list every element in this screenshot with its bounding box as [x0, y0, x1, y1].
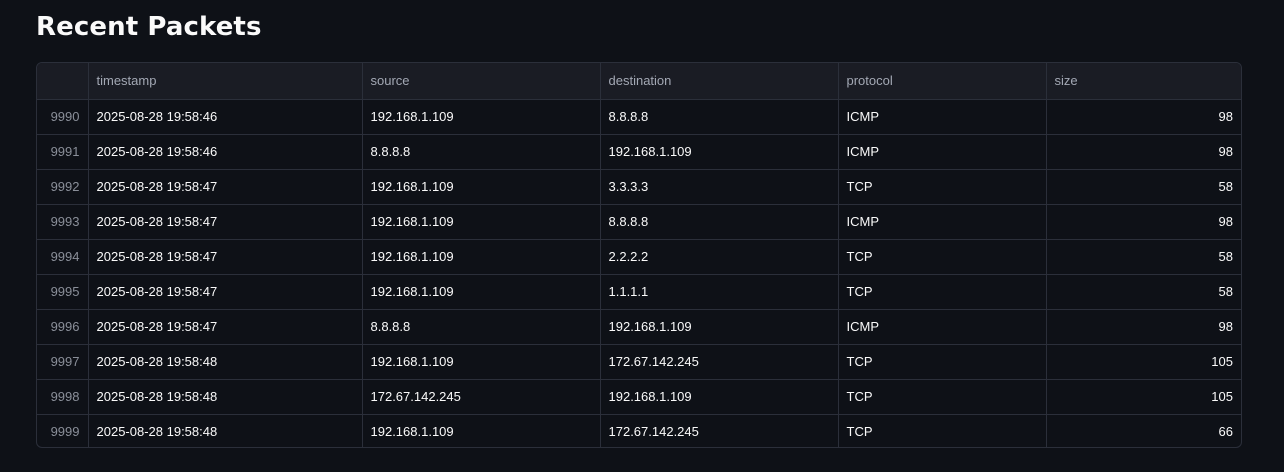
cell-index[interactable]: 9990 — [37, 99, 89, 135]
cell-size[interactable]: 98 — [1046, 309, 1241, 345]
cell-timestamp[interactable]: 2025-08-28 19:58:48 — [88, 379, 363, 415]
cell-protocol[interactable]: TCP — [838, 414, 1047, 447]
cell-protocol[interactable]: TCP — [838, 344, 1047, 380]
cell-destination[interactable]: 2.2.2.2 — [600, 239, 839, 275]
table-row[interactable]: 9995 2025-08-28 19:58:47 192.168.1.109 1.1.… — [37, 274, 1241, 310]
cell-destination[interactable]: 172.67.142.245 — [600, 414, 839, 447]
cell-source[interactable]: 192.168.1.109 — [362, 239, 601, 275]
column-header-size[interactable]: size — [1046, 63, 1241, 100]
cell-timestamp[interactable]: 2025-08-28 19:58:48 — [88, 344, 363, 380]
cell-timestamp[interactable]: 2025-08-28 19:58:47 — [88, 309, 363, 345]
cell-index[interactable]: 9999 — [37, 414, 89, 447]
column-header-timestamp[interactable]: timestamp — [88, 63, 363, 100]
cell-source[interactable]: 8.8.8.8 — [362, 134, 601, 170]
cell-timestamp[interactable]: 2025-08-28 19:58:46 — [88, 134, 363, 170]
cell-source[interactable]: 192.168.1.109 — [362, 414, 601, 447]
cell-protocol[interactable]: ICMP — [838, 204, 1047, 240]
cell-source[interactable]: 192.168.1.109 — [362, 99, 601, 135]
cell-timestamp[interactable]: 2025-08-28 19:58:47 — [88, 239, 363, 275]
cell-source[interactable]: 172.67.142.245 — [362, 379, 601, 415]
cell-protocol[interactable]: ICMP — [838, 134, 1047, 170]
cell-size[interactable]: 98 — [1046, 204, 1241, 240]
cell-size[interactable]: 58 — [1046, 239, 1241, 275]
cell-size[interactable]: 58 — [1046, 169, 1241, 205]
cell-index[interactable]: 9992 — [37, 169, 89, 205]
cell-destination[interactable]: 192.168.1.109 — [600, 309, 839, 345]
cell-source[interactable]: 192.168.1.109 — [362, 169, 601, 205]
cell-destination[interactable]: 192.168.1.109 — [600, 134, 839, 170]
cell-protocol[interactable]: TCP — [838, 379, 1047, 415]
page-title: Recent Packets — [36, 12, 262, 42]
cell-size[interactable]: 58 — [1046, 274, 1241, 310]
packets-dataframe: timestamp source destination protocol si… — [37, 63, 1241, 447]
cell-destination[interactable]: 3.3.3.3 — [600, 169, 839, 205]
table-row[interactable]: 9999 2025-08-28 19:58:48 192.168.1.109 172.… — [37, 414, 1241, 447]
cell-protocol[interactable]: TCP — [838, 169, 1047, 205]
cell-destination[interactable]: 192.168.1.109 — [600, 379, 839, 415]
cell-destination[interactable]: 172.67.142.245 — [600, 344, 839, 380]
cell-index[interactable]: 9997 — [37, 344, 89, 380]
cell-timestamp[interactable]: 2025-08-28 19:58:48 — [88, 414, 363, 447]
cell-size[interactable]: 66 — [1218, 424, 1233, 440]
cell-index[interactable]: 9995 — [37, 274, 89, 310]
packets-table[interactable]: timestamp source destination protocol si… — [36, 62, 1242, 448]
cell-timestamp[interactable]: 2025-08-28 19:58:47 — [88, 274, 363, 310]
table-row[interactable]: 9996 2025-08-28 19:58:47 8.8.8.8 192.168.1.… — [37, 309, 1241, 345]
table-header-row: timestamp source destination protocol si… — [37, 63, 1241, 100]
cell-index[interactable]: 9991 — [37, 134, 89, 170]
table-row[interactable]: 9993 2025-08-28 19:58:47 192.168.1.109 8.8.… — [37, 204, 1241, 240]
cell-source[interactable]: 192.168.1.109 — [362, 204, 601, 240]
table-row[interactable]: 9991 2025-08-28 19:58:46 8.8.8.8 192.168.1.… — [37, 134, 1241, 170]
column-header-protocol[interactable]: protocol — [838, 63, 1047, 100]
cell-destination[interactable]: 8.8.8.8 — [600, 204, 839, 240]
cell-source[interactable]: 192.168.1.109 — [362, 274, 601, 310]
table-row[interactable]: 9998 2025-08-28 19:58:48 172.67.142.245 192… — [37, 379, 1241, 415]
cell-protocol[interactable]: ICMP — [838, 99, 1047, 135]
cell-timestamp[interactable]: 2025-08-28 19:58:47 — [88, 204, 363, 240]
cell-size[interactable]: 105 — [1046, 344, 1241, 380]
cell-source[interactable]: 192.168.1.109 — [362, 344, 601, 380]
cell-index[interactable]: 9993 — [37, 204, 89, 240]
cell-source[interactable]: 8.8.8.8 — [362, 309, 601, 345]
cell-index[interactable]: 9996 — [37, 309, 89, 345]
cell-timestamp[interactable]: 2025-08-28 19:58:47 — [88, 169, 363, 205]
table-row[interactable]: 9992 2025-08-28 19:58:47 192.168.1.109 3.3.… — [37, 169, 1241, 205]
cell-destination[interactable]: 1.1.1.1 — [600, 274, 839, 310]
column-header-index[interactable] — [37, 63, 89, 100]
cell-index[interactable]: 9994 — [37, 239, 89, 275]
table-row[interactable]: 9990 2025-08-28 19:58:46 192.168.1.109 8.8.… — [37, 99, 1241, 135]
column-header-destination[interactable]: destination — [600, 63, 839, 100]
cell-size[interactable]: 98 — [1046, 99, 1241, 135]
cell-timestamp[interactable]: 2025-08-28 19:58:46 — [88, 99, 363, 135]
table-row[interactable]: 9997 2025-08-28 19:58:48 192.168.1.109 172.… — [37, 344, 1241, 380]
cell-protocol[interactable]: ICMP — [838, 309, 1047, 345]
cell-destination[interactable]: 8.8.8.8 — [600, 99, 839, 135]
table-row[interactable]: 9994 2025-08-28 19:58:47 192.168.1.109 2.2.… — [37, 239, 1241, 275]
cell-index[interactable]: 9998 — [37, 379, 89, 415]
cell-protocol[interactable]: TCP — [838, 239, 1047, 275]
cell-size[interactable]: 98 — [1046, 134, 1241, 170]
cell-protocol[interactable]: TCP — [838, 274, 1047, 310]
column-header-source[interactable]: source — [362, 63, 601, 100]
cell-size[interactable]: 105 — [1046, 379, 1241, 415]
